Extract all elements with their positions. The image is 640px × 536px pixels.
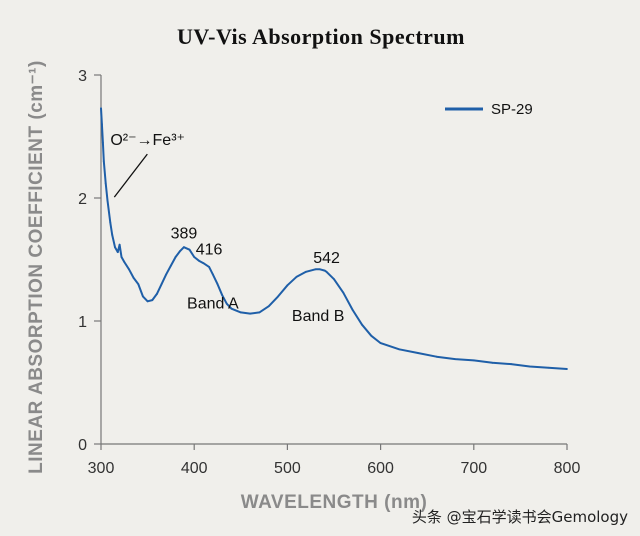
x-tick-label: 400 bbox=[181, 460, 208, 477]
data-point bbox=[258, 311, 261, 314]
data-point bbox=[123, 261, 126, 263]
data-point bbox=[137, 283, 140, 285]
data-point bbox=[160, 283, 163, 285]
data-point bbox=[216, 283, 219, 285]
data-point bbox=[510, 363, 512, 365]
data-point bbox=[472, 359, 475, 362]
data-point bbox=[454, 358, 457, 361]
data-point bbox=[211, 273, 214, 276]
y-tick-label: 1 bbox=[78, 314, 87, 331]
data-point bbox=[342, 291, 345, 294]
annotation: 416 bbox=[196, 242, 223, 259]
data-point bbox=[188, 248, 191, 251]
data-point bbox=[170, 264, 172, 267]
data-point bbox=[120, 256, 123, 258]
data-point bbox=[361, 323, 363, 326]
data-point bbox=[416, 352, 419, 354]
data-point bbox=[106, 199, 109, 202]
data-point bbox=[319, 268, 321, 271]
annotation: 542 bbox=[313, 250, 340, 267]
data-point bbox=[183, 246, 185, 249]
x-tick-label: 600 bbox=[367, 460, 394, 477]
x-axis-label: WAVELENGTH (nm) bbox=[241, 492, 428, 513]
data-point bbox=[116, 251, 119, 254]
data-point bbox=[208, 265, 211, 268]
data-point bbox=[179, 249, 182, 252]
chart-title: UV-Vis Absorption Spectrum bbox=[177, 24, 465, 49]
x-tick-label: 300 bbox=[88, 460, 115, 477]
data-point bbox=[379, 342, 382, 345]
x-tick-label: 800 bbox=[554, 460, 581, 477]
data-point bbox=[142, 295, 144, 298]
data-point bbox=[100, 107, 102, 110]
data-point bbox=[202, 262, 205, 265]
data-point bbox=[547, 366, 550, 369]
data-point bbox=[230, 307, 233, 310]
data-point bbox=[193, 256, 196, 258]
annotation-leader-line bbox=[113, 153, 148, 198]
y-tick-label: 2 bbox=[78, 191, 87, 208]
series-line-sp-29 bbox=[100, 108, 568, 370]
data-point bbox=[277, 295, 279, 298]
data-point bbox=[435, 355, 438, 358]
data-point bbox=[314, 268, 317, 271]
data-point bbox=[146, 300, 149, 303]
data-point bbox=[225, 302, 228, 305]
watermark: 头条 @宝石学读书会Gemology bbox=[412, 508, 628, 526]
annotation: Band B bbox=[292, 308, 344, 325]
data-point bbox=[132, 277, 135, 279]
data-point bbox=[165, 273, 168, 276]
data-point bbox=[491, 361, 494, 364]
y-tick-label: 3 bbox=[78, 68, 87, 85]
data-point bbox=[398, 348, 401, 351]
data-point bbox=[114, 246, 116, 249]
data-point bbox=[174, 256, 177, 258]
y-tick-label: 0 bbox=[78, 437, 87, 454]
axes bbox=[100, 75, 567, 445]
data-point bbox=[221, 294, 224, 297]
data-point bbox=[295, 275, 298, 278]
data-point bbox=[128, 268, 130, 271]
data-point bbox=[101, 123, 103, 126]
data-point bbox=[239, 311, 242, 314]
data-point bbox=[104, 182, 107, 185]
data-point bbox=[249, 312, 252, 315]
annotation: 389 bbox=[171, 226, 198, 243]
data-point bbox=[333, 278, 335, 281]
data-point bbox=[267, 305, 270, 308]
data-point bbox=[111, 234, 114, 236]
data-point bbox=[156, 293, 158, 295]
legend: SP-29 bbox=[445, 101, 533, 118]
data-point bbox=[370, 334, 373, 337]
x-tick-label: 500 bbox=[274, 460, 301, 477]
data-point bbox=[118, 243, 121, 246]
data-point bbox=[351, 309, 354, 311]
data-point bbox=[151, 299, 154, 301]
data-point bbox=[109, 221, 112, 224]
data-point bbox=[197, 259, 200, 262]
x-tick-label: 700 bbox=[460, 460, 487, 477]
data-point bbox=[101, 141, 104, 144]
data-point bbox=[325, 270, 328, 273]
data-point bbox=[286, 284, 289, 287]
legend-label-sp-29: SP-29 bbox=[491, 101, 533, 118]
y-axis-label: LINEAR ABSORPTION COEFFICIENT (cm⁻¹) bbox=[26, 60, 47, 474]
data-point bbox=[305, 270, 307, 273]
annotation: Band A bbox=[187, 296, 239, 313]
data-point bbox=[102, 160, 105, 163]
annotation: O²⁻→Fe³⁺ bbox=[110, 132, 185, 149]
data-point bbox=[528, 365, 531, 368]
data-point bbox=[323, 269, 326, 272]
data-point bbox=[566, 368, 568, 370]
